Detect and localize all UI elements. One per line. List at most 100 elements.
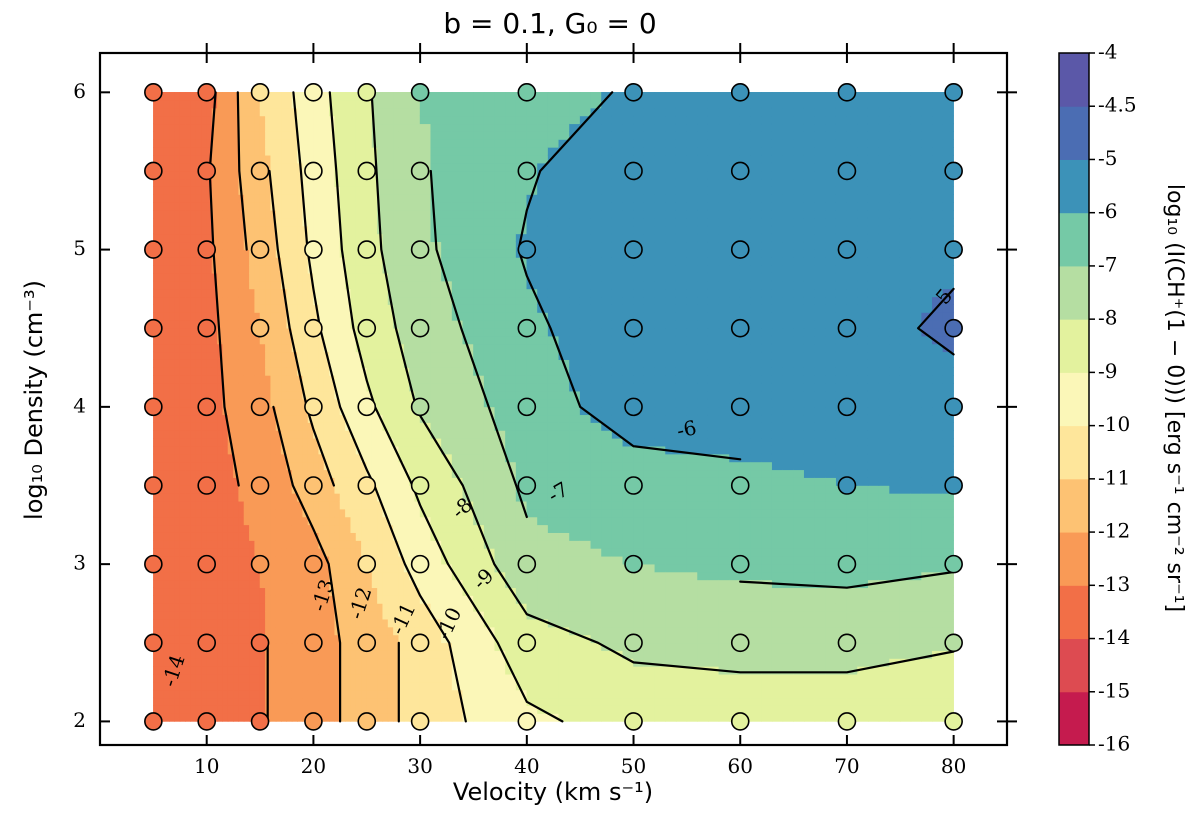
sample-point	[144, 161, 163, 181]
sample-point	[837, 161, 857, 181]
sample-point	[304, 240, 323, 259]
sample-point	[144, 712, 163, 731]
sample-point	[624, 554, 643, 574]
x-tick-label: 50	[621, 754, 646, 778]
sample-point	[304, 476, 323, 495]
x-tick-label: 80	[941, 754, 966, 778]
sample-point	[357, 83, 377, 102]
colorbar-tick-label: -7	[1098, 252, 1117, 276]
sample-point	[730, 83, 750, 102]
sample-point	[944, 397, 963, 417]
sample-point	[517, 318, 537, 338]
sample-point	[730, 397, 750, 417]
chart-title: b = 0.1, G₀ = 0	[443, 7, 656, 40]
sample-point	[730, 633, 750, 653]
sample-point	[410, 712, 430, 731]
sample-point	[357, 240, 377, 259]
sample-point	[357, 318, 377, 338]
sample-point	[517, 397, 537, 417]
sample-point	[250, 476, 270, 495]
sample-point	[624, 633, 643, 653]
sample-point	[304, 83, 323, 102]
y-tick-label: 4	[73, 393, 86, 417]
sample-point	[730, 318, 750, 338]
sample-point	[304, 633, 323, 653]
sample-point	[730, 476, 750, 495]
sample-point	[624, 476, 643, 495]
sample-point	[837, 554, 857, 574]
sample-point	[410, 83, 430, 102]
sample-point	[517, 83, 537, 102]
sample-point	[410, 397, 430, 417]
colorbar-tick-label: -9	[1098, 359, 1117, 383]
y-tick-label: 2	[73, 708, 86, 732]
sample-point	[250, 633, 270, 653]
sample-point	[250, 554, 270, 574]
colorbar-segment	[1059, 212, 1089, 267]
sample-point	[730, 554, 750, 574]
sample-point	[730, 240, 750, 259]
contour-line	[517, 91, 742, 461]
y-tick-label: 6	[73, 79, 86, 103]
plot-frame	[98, 51, 1009, 747]
sample-point	[944, 83, 963, 102]
x-tick-label: 60	[728, 754, 753, 778]
sample-point	[837, 476, 857, 495]
sample-point	[944, 318, 963, 338]
x-axis-label: Velocity (km s⁻¹)	[453, 778, 653, 806]
colorbar-tick-label: -11	[1098, 465, 1130, 489]
sample-point	[357, 554, 377, 574]
colorbar-tick-label: -14	[1098, 625, 1130, 649]
colorbar-segment	[1059, 585, 1089, 640]
x-tick-label: 30	[407, 754, 432, 778]
sample-point	[624, 397, 643, 417]
axes: 10 20 30 40 50 60 70 80 2 3 4 5 6	[73, 43, 1017, 778]
sample-point	[410, 318, 430, 338]
sample-point	[197, 318, 217, 338]
colorbar-tick-label: -15	[1098, 678, 1130, 702]
sample-point	[410, 633, 430, 653]
sample-point	[837, 633, 857, 653]
sample-point	[144, 554, 163, 574]
contour-line	[429, 169, 955, 589]
sample-point	[517, 554, 537, 574]
sample-point	[144, 633, 163, 653]
sample-point	[517, 712, 537, 731]
sample-point	[197, 712, 217, 731]
sample-point	[250, 318, 270, 338]
y-tick-label: 3	[73, 551, 86, 575]
sample-point	[837, 712, 857, 731]
contour-fill-layer	[153, 92, 954, 722]
sample-point	[197, 83, 217, 102]
colorbar-tick-label: -12	[1098, 519, 1130, 543]
contour-line	[292, 91, 467, 723]
colorbar-segment	[1059, 159, 1089, 214]
sample-point-layer	[144, 83, 963, 731]
sample-point	[197, 476, 217, 495]
colorbar-tick-label: -4.5	[1098, 93, 1137, 117]
contour-line	[236, 91, 342, 723]
x-tick-label: 20	[301, 754, 326, 778]
y-tick-label: 5	[73, 236, 86, 260]
sample-point	[197, 397, 217, 417]
sample-point	[144, 83, 163, 102]
x-tick-label: 70	[834, 754, 859, 778]
sample-point	[517, 240, 537, 259]
colorbar-tick-label: -8	[1098, 306, 1117, 330]
colorbar-segment	[1059, 425, 1089, 480]
sample-point	[144, 397, 163, 417]
sample-point	[624, 240, 643, 259]
sample-point	[624, 83, 643, 102]
sample-point	[250, 83, 270, 102]
colorbar-segment	[1059, 372, 1089, 427]
sample-point	[197, 633, 217, 653]
sample-point	[944, 712, 963, 731]
colorbar-tick-label: -13	[1098, 572, 1130, 596]
sample-point	[944, 554, 963, 574]
sample-point	[517, 476, 537, 495]
sample-point	[944, 240, 963, 259]
y-axis-label: log₁₀ Density (cm⁻³)	[20, 280, 48, 520]
sample-point	[837, 83, 857, 102]
sample-point	[357, 397, 377, 417]
